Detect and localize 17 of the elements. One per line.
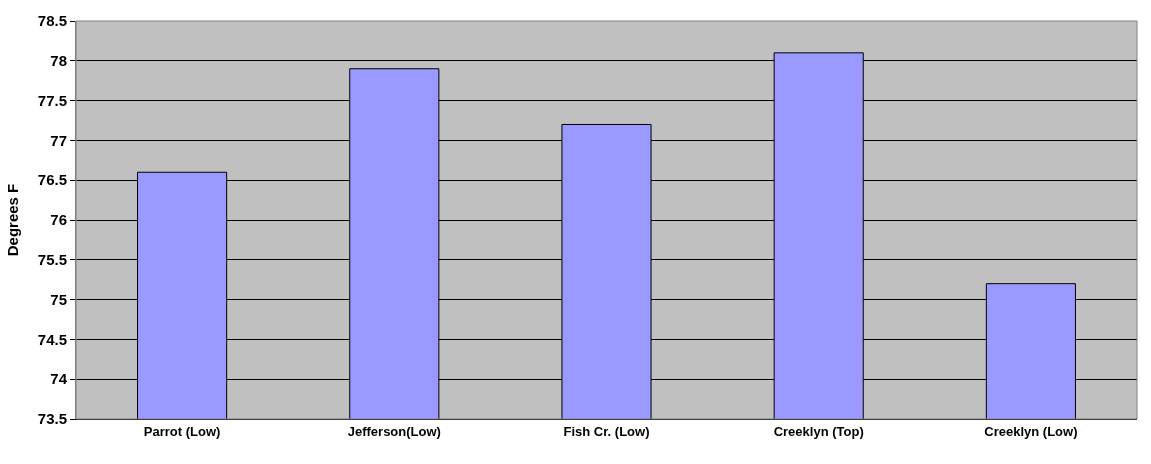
y-tick-label: 78.5	[37, 12, 67, 30]
y-tick-label: 77.5	[37, 91, 67, 109]
x-tick-label: Jefferson(Low)	[347, 423, 441, 439]
x-tick-label: Fish Cr. (Low)	[563, 423, 650, 439]
y-axis-title: Degrees F	[4, 183, 22, 257]
x-tick-label: Parrot (Low)	[143, 423, 221, 439]
y-tick-label: 73.5	[37, 410, 67, 428]
y-tick-label: 76.5	[37, 171, 67, 189]
y-tick-label: 74	[50, 370, 68, 388]
y-tick-label: 78	[50, 52, 67, 70]
y-tick-label: 75	[50, 290, 67, 308]
y-tick-label: 75.5	[37, 251, 67, 269]
y-tick-label: 74.5	[37, 330, 67, 348]
x-tick-label: Creeklyn (Low)	[984, 423, 1078, 439]
x-tick-label: Creeklyn (Top)	[773, 423, 864, 439]
y-tick-label: 76	[50, 211, 67, 229]
y-tick-label: 77	[50, 131, 67, 149]
